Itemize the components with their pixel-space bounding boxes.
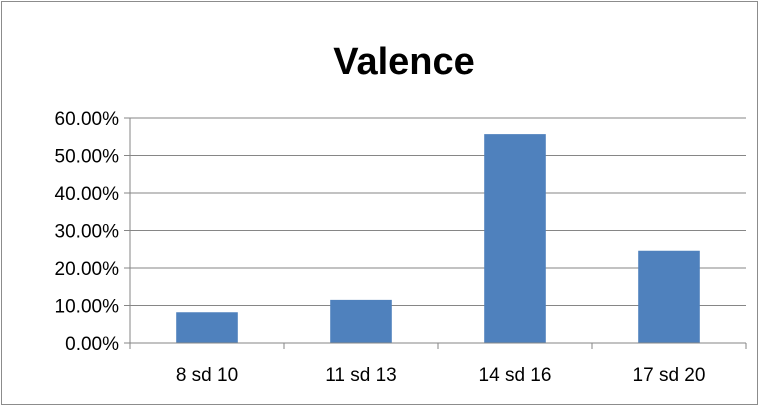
x-tick-label: 14 sd 16 [479, 365, 552, 386]
bar [638, 250, 700, 343]
y-tick-label: 0.00% [65, 334, 119, 355]
axes [124, 117, 747, 349]
y-tick-label: 10.00% [55, 297, 120, 318]
bar [176, 312, 238, 343]
chart-title: Valence [333, 41, 475, 83]
x-tick-label: 8 sd 10 [176, 365, 238, 386]
bars [176, 134, 700, 343]
y-axis-tick-labels: 0.00% 10.00% 20.00% 30.00% 40.00% 50.00% 60.00… [55, 109, 120, 355]
x-tick-label: 17 sd 20 [633, 365, 706, 386]
y-tick-label: 20.00% [55, 259, 120, 280]
x-axis-tick-labels: 8 sd 10 11 sd 13 14 sd 16 17 sd 20 [176, 365, 706, 386]
y-tick-label: 60.00% [55, 109, 120, 130]
bar [330, 299, 392, 343]
y-tick-label: 30.00% [55, 222, 120, 243]
y-tick-label: 40.00% [55, 184, 120, 205]
bar [484, 134, 546, 343]
y-tick-label: 50.00% [55, 147, 120, 168]
x-tick-label: 11 sd 13 [325, 365, 396, 386]
